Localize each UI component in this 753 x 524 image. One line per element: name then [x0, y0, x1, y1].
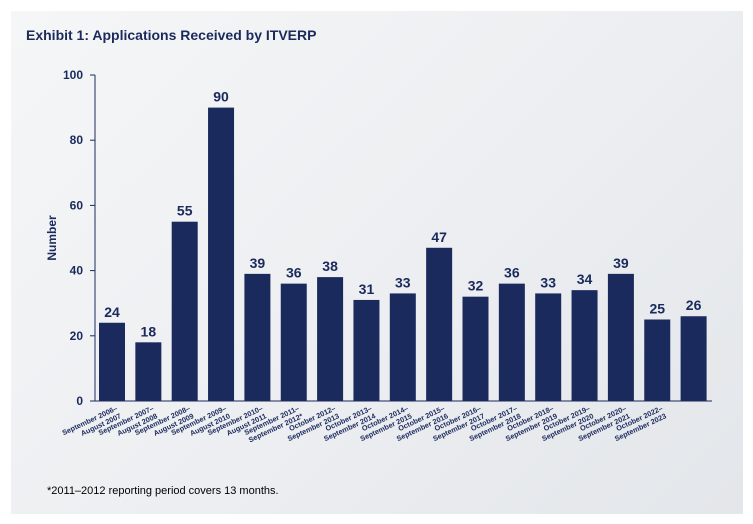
y-tick-label: 0	[76, 394, 83, 408]
bar	[244, 273, 271, 401]
bar-value-label: 39	[613, 255, 629, 271]
y-axis-label: Number	[45, 215, 59, 261]
bar	[280, 283, 307, 401]
bar-value-label: 18	[141, 323, 157, 339]
bar-value-label: 39	[250, 255, 266, 271]
bar-value-label: 26	[686, 297, 702, 313]
bar	[171, 221, 198, 401]
bar-value-label: 90	[213, 89, 229, 105]
bar-value-label: 38	[322, 258, 338, 274]
bar	[644, 319, 671, 401]
bar	[99, 322, 125, 401]
chart-title: Exhibit 1: Applications Received by ITVE…	[26, 27, 317, 43]
bar-value-label: 25	[649, 301, 665, 317]
y-tick-label: 100	[63, 68, 83, 82]
bar-value-label: 31	[359, 281, 375, 297]
bar	[353, 299, 380, 401]
bar	[426, 247, 453, 401]
bar-value-label: 32	[468, 278, 484, 294]
bar	[135, 342, 162, 401]
bar	[462, 296, 489, 401]
y-tick-label: 60	[70, 198, 84, 212]
y-tick-label: 20	[70, 329, 84, 343]
bar-value-label: 33	[395, 274, 411, 290]
y-tick-label: 80	[70, 133, 84, 147]
bar	[389, 293, 416, 401]
bar	[680, 316, 707, 401]
bar	[317, 277, 344, 401]
bar	[498, 283, 525, 401]
bar	[535, 293, 562, 401]
bar	[607, 273, 634, 401]
bar	[208, 107, 235, 401]
bar-value-label: 55	[177, 203, 193, 219]
bar-value-label: 36	[286, 265, 302, 281]
bar-value-label: 34	[577, 271, 593, 287]
bar-value-label: 24	[104, 304, 120, 320]
chart-footnote: *2011–2012 reporting period covers 13 mo…	[47, 485, 279, 497]
chart-bars	[99, 107, 707, 401]
y-tick-label: 40	[70, 264, 84, 278]
chart-panel	[11, 11, 743, 514]
bar	[571, 290, 598, 401]
bar-value-label: 33	[540, 274, 556, 290]
bar-value-label: 36	[504, 265, 520, 281]
bar-value-label: 47	[431, 229, 447, 245]
